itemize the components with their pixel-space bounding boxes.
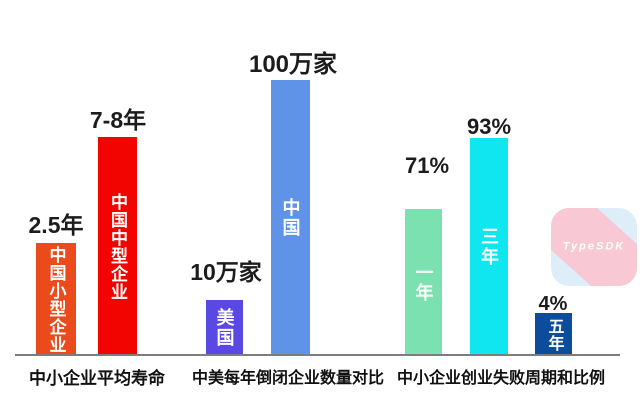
bar-category-label: 中国中型企业 — [108, 192, 127, 301]
value-label-year1: 71% — [404, 153, 450, 178]
typesdk-watermark-logo: TypeSDK — [551, 208, 637, 286]
value-label-usa-closures: 10万家 — [190, 259, 262, 285]
group-title-failure-cycle: 中小企业创业失败周期和比例 — [396, 370, 606, 387]
watermark-text: TypeSDK — [562, 240, 626, 253]
value-label-year3: 93% — [466, 114, 512, 139]
bar-year-one: 一年 — [405, 209, 442, 356]
x-axis-line — [15, 354, 620, 356]
group-title-closures-comparison: 中美每年倒闭企业数量对比 — [191, 370, 385, 387]
group-title-average-lifespan: 中小企业平均寿命 — [29, 369, 165, 388]
bar-year-three: 三年 — [470, 138, 508, 356]
bar-category-label: 中国 — [280, 198, 301, 238]
value-label-china-small: 2.5年 — [28, 212, 84, 238]
bar-category-label: 中国小型企业 — [46, 245, 66, 354]
value-label-china-medium: 7-8年 — [89, 107, 147, 133]
bar-year-five: 五年 — [535, 313, 572, 356]
bar-usa: 美国 — [206, 300, 243, 356]
bar-category-label: 美国 — [214, 308, 235, 348]
bar-category-label: 三年 — [479, 227, 499, 267]
value-label-china-closures: 100万家 — [248, 51, 338, 78]
bar-category-label: 五年 — [545, 317, 563, 352]
bar-china-small-enterprise: 中国小型企业 — [36, 243, 76, 356]
bar-china: 中国 — [271, 80, 310, 356]
bar-china-medium-enterprise: 中国中型企业 — [98, 137, 137, 356]
value-label-year5: 4% — [538, 293, 568, 315]
bar-category-label: 一年 — [413, 262, 434, 303]
